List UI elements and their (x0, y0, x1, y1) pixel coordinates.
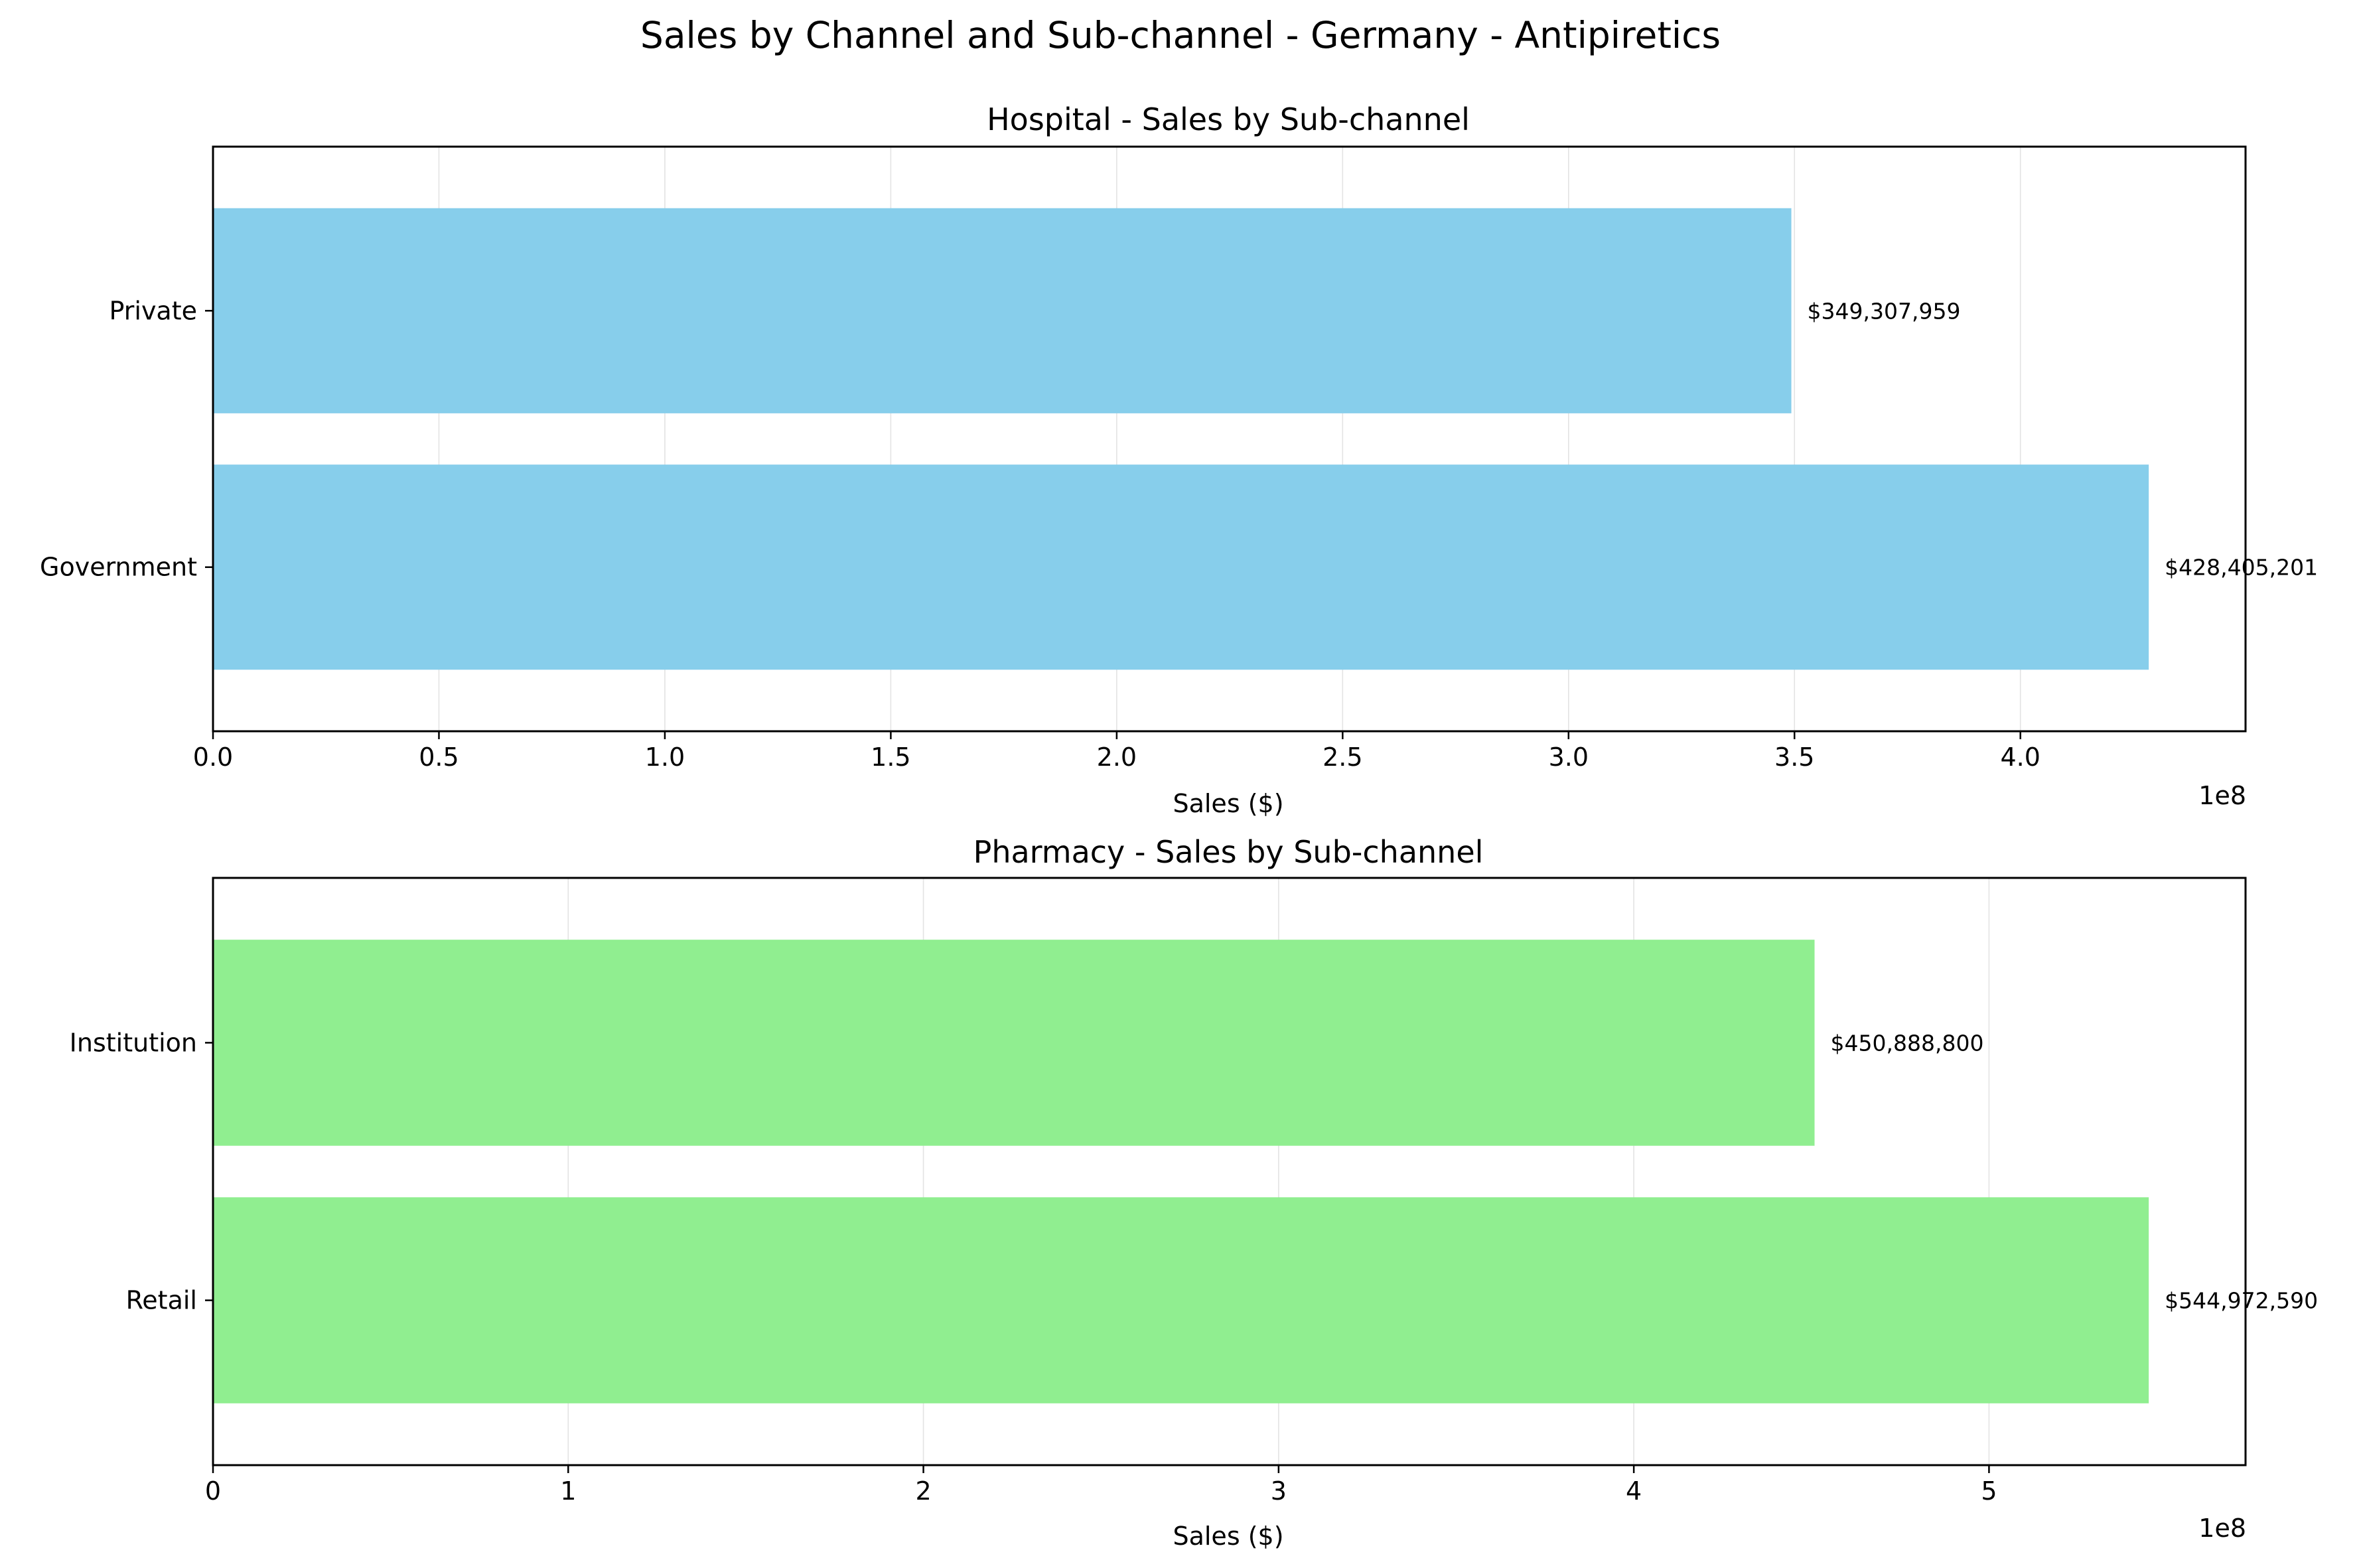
pharmacy-x-offset-label: 1e8 (2198, 1514, 2246, 1543)
hospital-data-label: $349,307,959 (1808, 298, 1961, 324)
hospital-category-label: Government (40, 553, 197, 582)
pharmacy-data-label: $450,888,800 (1831, 1030, 1984, 1056)
hospital-panel: Hospital - Sales by Sub-channel 0.0 0.5 1.… (40, 102, 2318, 818)
pharmacy-bar-retail (213, 1197, 2149, 1403)
hospital-x-tick-label: 2.5 (1323, 743, 1362, 772)
pharmacy-x-tick-label: 4 (1626, 1476, 1642, 1506)
hospital-data-label: $428,405,201 (2165, 555, 2318, 581)
hospital-bar-private (213, 208, 1792, 413)
hospital-x-tick-label: 2.0 (1097, 743, 1137, 772)
pharmacy-x-tick-label: 5 (1981, 1476, 1997, 1506)
hospital-x-tick-label: 3.0 (1549, 743, 1589, 772)
pharmacy-x-axis-label: Sales ($) (1173, 1522, 1283, 1551)
hospital-x-tick-label: 3.5 (1774, 743, 1814, 772)
hospital-panel-title: Hospital - Sales by Sub-channel (987, 102, 1470, 137)
pharmacy-x-tick-label: 0 (205, 1476, 221, 1506)
pharmacy-bar-institution (213, 940, 1815, 1146)
pharmacy-x-tick-label: 3 (1271, 1476, 1287, 1506)
pharmacy-category-label: Institution (70, 1028, 197, 1057)
hospital-x-axis-label: Sales ($) (1173, 789, 1283, 818)
hospital-category-label: Private (109, 296, 197, 325)
pharmacy-x-tick-label: 2 (915, 1476, 931, 1506)
pharmacy-panel: Pharmacy - Sales by Sub-channel 0 1 2 3 4 5 R… (70, 834, 2318, 1551)
hospital-x-tick-label: 0.5 (419, 743, 459, 772)
pharmacy-category-label: Retail (126, 1286, 197, 1315)
hospital-x-tick-label: 4.0 (2001, 743, 2040, 772)
hospital-x-tick-label: 0.0 (193, 743, 233, 772)
hospital-axes-frame (212, 145, 2247, 733)
hospital-x-offset-label: 1e8 (2198, 781, 2246, 810)
pharmacy-data-label: $544,972,590 (2165, 1288, 2318, 1314)
hospital-bar-government (213, 464, 2149, 670)
pharmacy-x-tick-label: 1 (560, 1476, 576, 1506)
figure-title: Sales by Channel and Sub-channel - Germa… (640, 14, 1721, 56)
hospital-x-tick-label: 1.5 (871, 743, 910, 772)
pharmacy-axes-frame (212, 877, 2247, 1466)
hospital-x-tick-label: 1.0 (645, 743, 685, 772)
pharmacy-panel-title: Pharmacy - Sales by Sub-channel (973, 834, 1484, 870)
